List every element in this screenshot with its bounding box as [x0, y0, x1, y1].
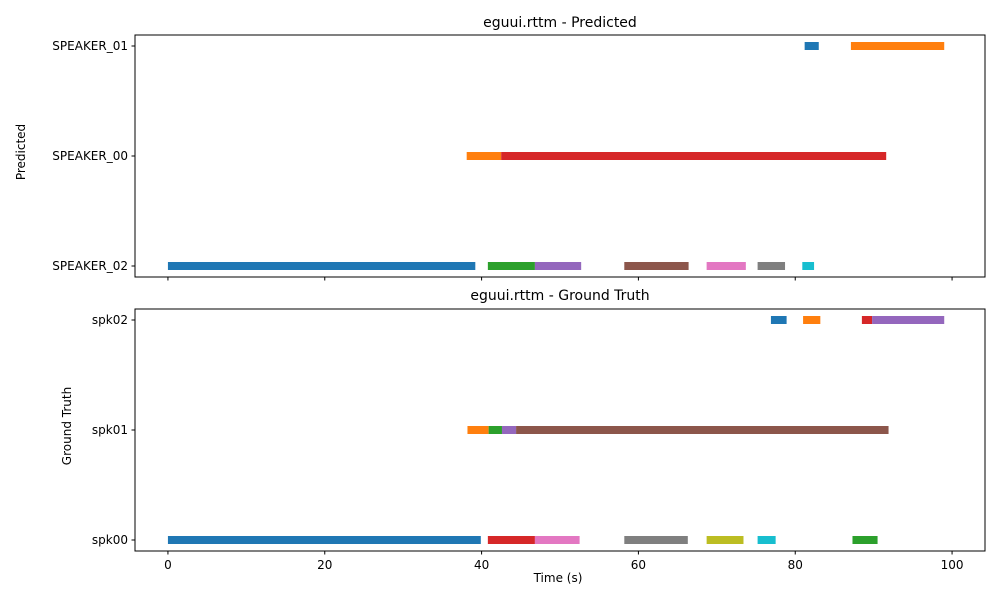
segment-spk00-0	[167, 536, 481, 544]
segment-spk00-6	[852, 536, 878, 544]
segment-SPEAKER_02-6	[802, 262, 815, 270]
segment-SPEAKER_02-4	[706, 262, 746, 270]
segment-spk01-7	[467, 426, 489, 434]
y-tick-label-SPEAKER_01: SPEAKER_01	[52, 39, 128, 53]
predicted-y-axis-label: Predicted	[14, 124, 28, 180]
segment-SPEAKER_02-3	[624, 262, 689, 270]
segment-SPEAKER_01-10	[850, 42, 945, 50]
predicted-y-axis: SPEAKER_02 SPEAKER_00 SPEAKER_01	[52, 39, 135, 273]
segment-SPEAKER_01-9	[804, 42, 819, 50]
predicted-segments	[167, 42, 945, 270]
predicted-axes-frame	[134, 34, 986, 278]
segment-SPEAKER_02-1	[487, 262, 535, 270]
segment-spk02-13	[861, 316, 873, 324]
segment-spk01-10	[516, 426, 889, 434]
predicted-chart-title: eguui.rttm - Predicted	[483, 15, 637, 31]
segment-SPEAKER_02-2	[534, 262, 582, 270]
ground-truth-axes-frame	[134, 308, 986, 552]
segment-spk01-8	[488, 426, 502, 434]
x-tick-label-100: 100	[941, 558, 964, 572]
x-tick-label-40: 40	[474, 558, 489, 572]
ground-truth-x-axis-label: Time (s)	[533, 571, 583, 585]
segment-spk00-2	[534, 536, 580, 544]
ground-truth-segments	[167, 316, 945, 544]
y-tick-label-spk02: spk02	[92, 313, 128, 327]
segment-spk00-5	[757, 536, 776, 544]
ground-truth-x-axis: 0 20 40 60 80 100	[164, 551, 964, 572]
y-tick-label-SPEAKER_02: SPEAKER_02	[52, 259, 128, 273]
y-tick-label-spk01: spk01	[92, 423, 128, 437]
ground-truth-panel: eguui.rttm - Ground Truth spk00spk01spk0…	[60, 288, 986, 585]
segment-spk02-14	[872, 316, 945, 324]
predicted-x-axis	[167, 277, 953, 281]
x-tick-label-80: 80	[788, 558, 803, 572]
y-tick-label-SPEAKER_00: SPEAKER_00	[52, 149, 128, 163]
x-tick-label-60: 60	[631, 558, 646, 572]
segment-spk02-12	[803, 316, 821, 324]
segment-SPEAKER_00-7	[466, 152, 502, 160]
predicted-panel: eguui.rttm - Predicted SPEAKER_02SPEAKER…	[14, 15, 986, 281]
ground-truth-y-axis-label: Ground Truth	[60, 387, 74, 465]
x-tick-label-20: 20	[317, 558, 332, 572]
segment-spk01-9	[501, 426, 517, 434]
segment-SPEAKER_00-8	[501, 152, 887, 160]
segment-spk00-4	[706, 536, 744, 544]
segment-SPEAKER_02-5	[757, 262, 786, 270]
segment-spk00-1	[487, 536, 535, 544]
ground-truth-chart-title: eguui.rttm - Ground Truth	[470, 288, 649, 304]
segment-spk02-11	[770, 316, 787, 324]
segment-SPEAKER_02-0	[167, 262, 476, 270]
y-tick-label-spk00: spk00	[92, 533, 128, 547]
x-tick-label-0: 0	[164, 558, 172, 572]
ground-truth-y-axis: spk00 spk01 spk02	[92, 313, 135, 547]
segment-spk00-3	[624, 536, 688, 544]
